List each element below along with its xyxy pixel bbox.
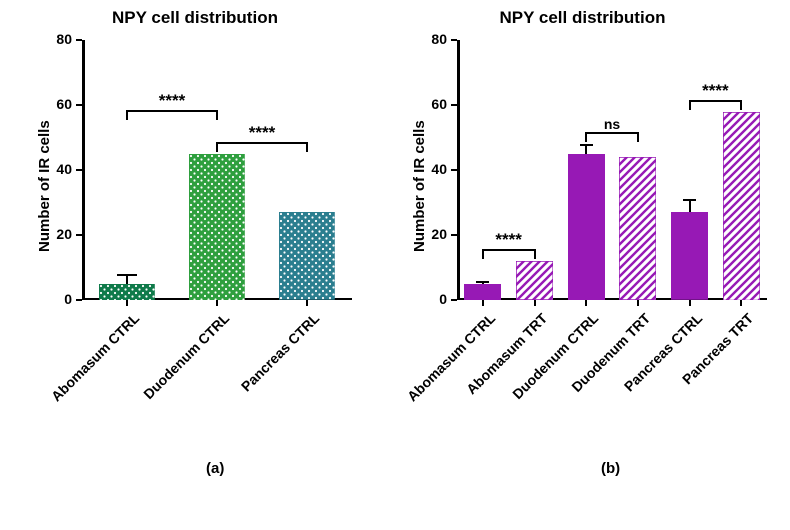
x-tick bbox=[306, 300, 308, 306]
x-tick bbox=[740, 300, 742, 306]
y-tick-label: 20 bbox=[42, 226, 72, 242]
x-tick bbox=[637, 300, 639, 306]
y-tick-label: 80 bbox=[417, 31, 447, 47]
bar bbox=[671, 212, 708, 300]
sig-bracket bbox=[585, 132, 587, 142]
x-tick bbox=[482, 300, 484, 306]
sig-bracket bbox=[306, 142, 308, 152]
bar bbox=[464, 284, 501, 300]
x-tick bbox=[689, 300, 691, 306]
bar bbox=[99, 284, 155, 300]
y-tick bbox=[76, 104, 82, 106]
sig-bracket bbox=[637, 132, 639, 142]
panel-a-plot: 020406080 Abomasum CTRL Duodenum CTRL Pa… bbox=[82, 40, 352, 300]
errorbar-cap bbox=[580, 144, 593, 146]
y-tick-label: 60 bbox=[42, 96, 72, 112]
y-tick bbox=[76, 234, 82, 236]
bar bbox=[619, 157, 656, 300]
y-tick bbox=[451, 169, 457, 171]
y-tick-label: 40 bbox=[417, 161, 447, 177]
sig-bracket bbox=[216, 142, 218, 152]
sig-bracket bbox=[740, 100, 742, 110]
y-tick-label: 0 bbox=[417, 291, 447, 307]
y-tick bbox=[76, 299, 82, 301]
y-axis bbox=[82, 40, 85, 300]
x-tick bbox=[585, 300, 587, 306]
bar bbox=[189, 154, 245, 300]
sig-bracket bbox=[216, 110, 218, 120]
y-tick-label: 40 bbox=[42, 161, 72, 177]
bar bbox=[568, 154, 605, 300]
y-tick-label: 60 bbox=[417, 96, 447, 112]
x-axis bbox=[457, 298, 767, 301]
y-tick bbox=[76, 39, 82, 41]
x-tick bbox=[216, 300, 218, 306]
sig-label: ns bbox=[582, 116, 642, 132]
y-tick bbox=[451, 39, 457, 41]
panel-b: NPY cell distribution Number of IR cells… bbox=[385, 0, 780, 470]
y-tick-label: 0 bbox=[42, 291, 72, 307]
y-tick bbox=[451, 299, 457, 301]
panel-b-caption: (b) bbox=[601, 460, 620, 477]
panel-a-caption: (a) bbox=[206, 460, 224, 477]
sig-bracket bbox=[689, 100, 691, 110]
y-tick bbox=[451, 104, 457, 106]
x-tick bbox=[126, 300, 128, 306]
y-tick bbox=[451, 234, 457, 236]
x-tick bbox=[534, 300, 536, 306]
bar bbox=[723, 112, 760, 301]
sig-label: **** bbox=[685, 81, 745, 101]
sig-label: **** bbox=[479, 230, 539, 250]
errorbar-cap bbox=[683, 199, 696, 201]
y-tick bbox=[76, 169, 82, 171]
sig-label: **** bbox=[232, 123, 292, 143]
panel-a: NPY cell distribution Number of IR cells… bbox=[10, 0, 380, 470]
y-axis bbox=[457, 40, 460, 300]
panel-b-title: NPY cell distribution bbox=[385, 8, 780, 28]
y-tick-label: 20 bbox=[417, 226, 447, 242]
sig-bracket bbox=[534, 249, 536, 259]
panel-a-title: NPY cell distribution bbox=[10, 8, 380, 28]
errorbar-cap bbox=[476, 281, 489, 283]
panel-b-plot: 020406080Abomasum CTRL Abomasum TRTDuode… bbox=[457, 40, 767, 300]
sig-label: **** bbox=[142, 91, 202, 111]
sig-bracket bbox=[586, 132, 638, 134]
errorbar-cap bbox=[117, 274, 137, 276]
bar bbox=[279, 212, 335, 300]
bar bbox=[516, 261, 553, 300]
y-tick-label: 80 bbox=[42, 31, 72, 47]
sig-bracket bbox=[126, 110, 128, 120]
sig-bracket bbox=[482, 249, 484, 259]
